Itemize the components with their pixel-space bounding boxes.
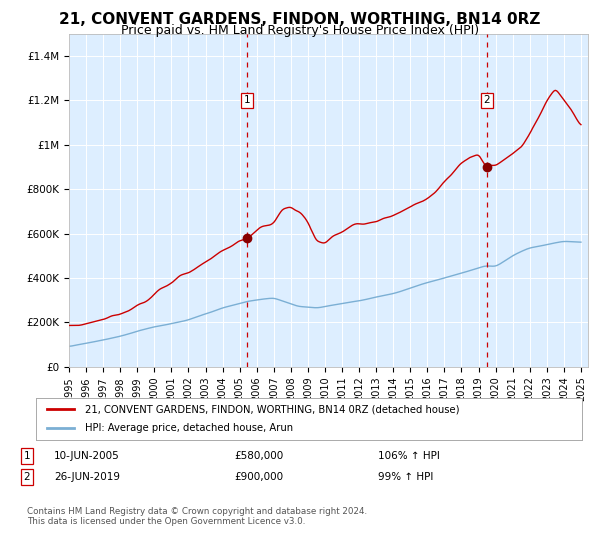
- Text: 21, CONVENT GARDENS, FINDON, WORTHING, BN14 0RZ: 21, CONVENT GARDENS, FINDON, WORTHING, B…: [59, 12, 541, 27]
- Text: HPI: Average price, detached house, Arun: HPI: Average price, detached house, Arun: [85, 423, 293, 433]
- Text: £580,000: £580,000: [234, 451, 283, 461]
- Text: 1: 1: [244, 95, 250, 105]
- Text: 26-JUN-2019: 26-JUN-2019: [54, 472, 120, 482]
- Text: Contains HM Land Registry data © Crown copyright and database right 2024.
This d: Contains HM Land Registry data © Crown c…: [27, 507, 367, 526]
- Text: 99% ↑ HPI: 99% ↑ HPI: [378, 472, 433, 482]
- Text: 2: 2: [484, 95, 490, 105]
- Text: 21, CONVENT GARDENS, FINDON, WORTHING, BN14 0RZ (detached house): 21, CONVENT GARDENS, FINDON, WORTHING, B…: [85, 404, 460, 414]
- Text: £900,000: £900,000: [234, 472, 283, 482]
- Text: 10-JUN-2005: 10-JUN-2005: [54, 451, 120, 461]
- Text: Price paid vs. HM Land Registry's House Price Index (HPI): Price paid vs. HM Land Registry's House …: [121, 24, 479, 37]
- Text: 1: 1: [23, 451, 31, 461]
- Text: 2: 2: [23, 472, 31, 482]
- Text: 106% ↑ HPI: 106% ↑ HPI: [378, 451, 440, 461]
